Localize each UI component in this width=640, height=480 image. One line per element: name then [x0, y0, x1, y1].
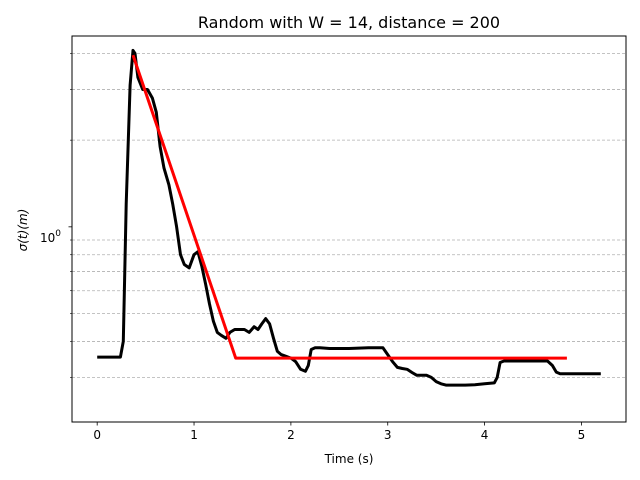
y-tick-label: 100 — [40, 229, 61, 245]
grid-layer — [72, 53, 626, 378]
x-tick-label: 5 — [578, 428, 586, 442]
series-line-fit — [131, 54, 567, 360]
x-tick-label: 4 — [481, 428, 489, 442]
x-tick-label: 3 — [384, 428, 392, 442]
series-layer — [97, 48, 601, 387]
plot-frame — [71, 35, 627, 423]
x-tick-label: 0 — [93, 428, 101, 442]
x-tick-label: 2 — [287, 428, 295, 442]
chart-title: Random with W = 14, distance = 200 — [198, 13, 500, 32]
y-axis-label: σ(t)(m) — [16, 209, 30, 252]
series-line-sigma — [97, 48, 601, 387]
y-tick-exponent: 0 — [55, 229, 61, 239]
y-ticks: 100 — [40, 53, 72, 378]
x-tick-label: 1 — [190, 428, 198, 442]
x-ticks: 0 1 2 3 4 5 — [93, 422, 585, 442]
x-axis-label: Time (s) — [324, 452, 374, 466]
